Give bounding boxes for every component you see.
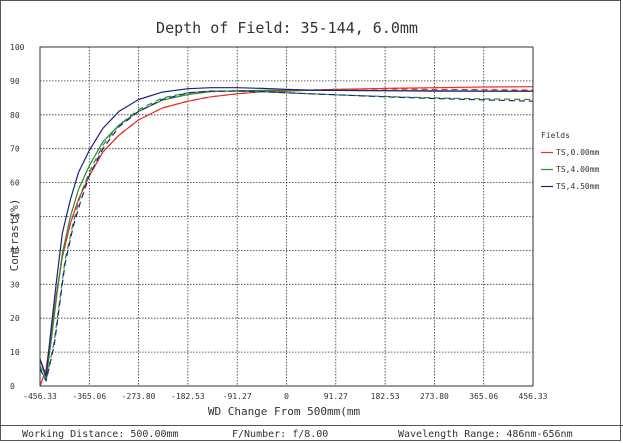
x-tick-label: 365.06 [469, 392, 498, 401]
wavelength-range-text: Wavelength Range: 486nm-656nm [398, 429, 573, 440]
x-tick-label: -91.27 [223, 392, 252, 401]
series-line-6 [39, 90, 534, 382]
plot-area-border [39, 46, 534, 387]
legend-label: TS,0.00mm [556, 148, 600, 157]
x-tick-label: -365.06 [72, 392, 106, 401]
y-tick-label: 10 [10, 348, 20, 357]
x-tick-label: 182.53 [371, 392, 400, 401]
y-tick-label: 70 [10, 145, 20, 154]
x-axis-label: WD Change From 500mm(mm [208, 405, 361, 418]
y-tick-label: 40 [10, 246, 20, 255]
y-tick-label: 100 [10, 43, 25, 52]
x-tick-label: 0 [284, 392, 289, 401]
y-tick-label: 60 [10, 179, 20, 188]
chart-title: Depth of Field: 35-144, 6.0mm [156, 19, 418, 37]
working-distance-text: Working Distance: 500.00mm [22, 429, 179, 440]
chart-canvas: Depth of Field: 35-144, 6.0mm WD Change … [8, 19, 600, 418]
x-tick-label: -182.53 [171, 392, 205, 401]
y-tick-label: 80 [10, 111, 20, 120]
y-tick-label: 20 [10, 314, 20, 323]
y-tick-label: 0 [10, 382, 15, 391]
f-number-text: F/Number: f/8.00 [232, 429, 329, 440]
legend-title: Fields [541, 131, 570, 140]
series-line-5 [39, 87, 533, 377]
x-tick-label: 456.33 [519, 392, 548, 401]
x-tick-label: -456.33 [23, 392, 57, 401]
x-tick-label: 273.80 [420, 392, 449, 401]
y-tick-label: 30 [10, 280, 20, 289]
x-tick-label: -273.80 [122, 392, 156, 401]
footer-bar: Working Distance: 500.00mm F/Number: f/8… [0, 425, 623, 443]
x-tick-label: 91.27 [324, 392, 348, 401]
legend-label: TS,4.50mm [556, 182, 600, 191]
grid [40, 47, 533, 386]
series-line-2 [39, 88, 534, 387]
y-axis-label: Contrast(%) [8, 199, 21, 272]
legend-label: TS,4.00mm [556, 165, 600, 174]
legend: Fields TS,0.00mm TS,4.00mm TS,4.50mm [541, 131, 600, 191]
axes: -456.33 -365.06 -273.80 -182.53 -91.27 0 91.27… [10, 43, 548, 401]
y-tick-label: 50 [10, 213, 20, 222]
y-tick-label: 90 [10, 77, 20, 86]
series-lines [39, 86, 534, 387]
